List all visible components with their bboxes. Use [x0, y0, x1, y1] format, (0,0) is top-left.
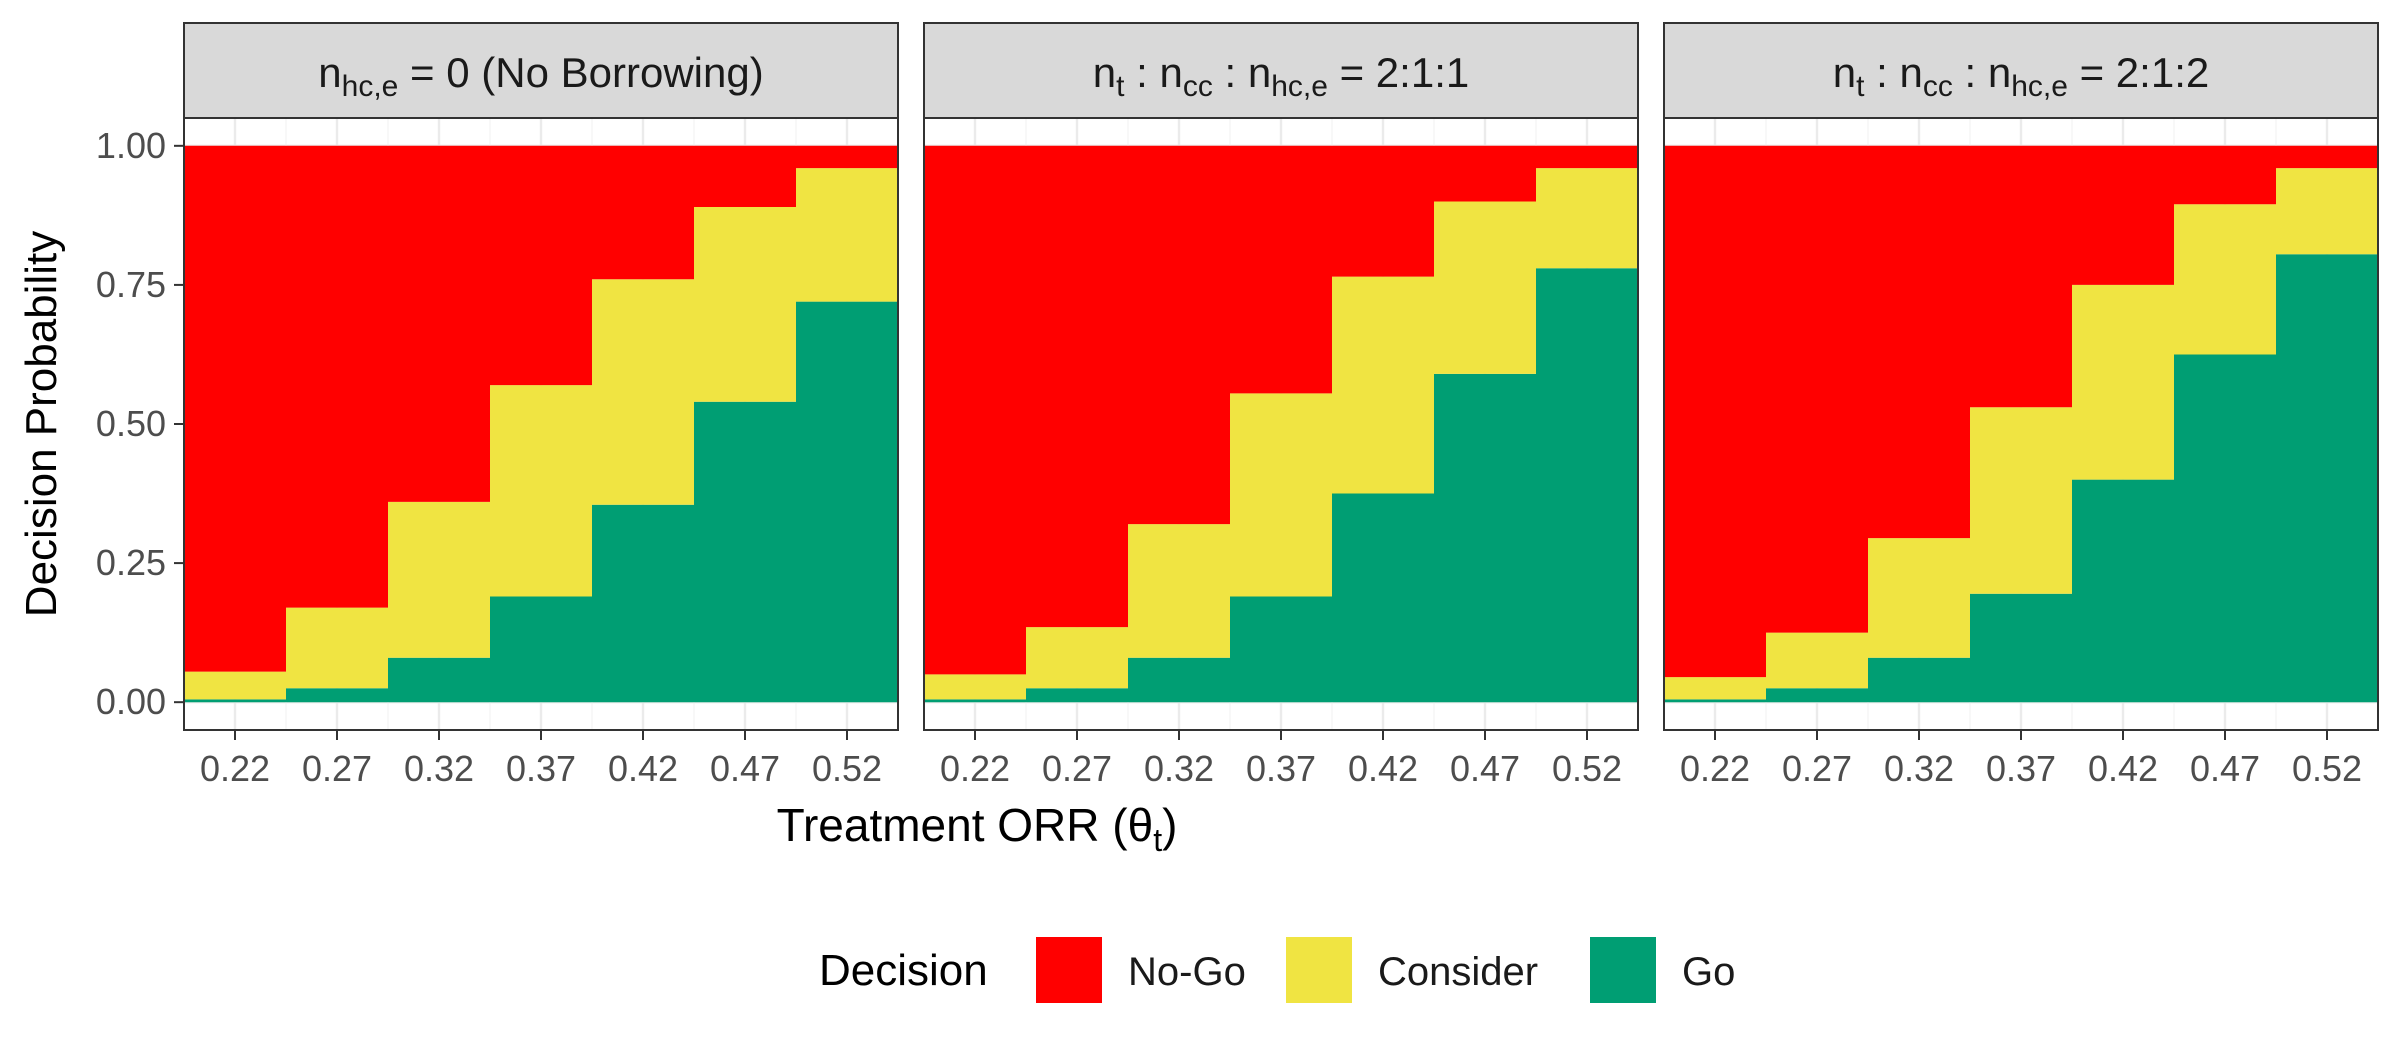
strip-label-subscript: hc,e [1271, 70, 1328, 103]
strip-label-text: n [318, 49, 341, 96]
legend: Decision No-Go Consider Go [819, 937, 1735, 1003]
strip-label-text: : n [1124, 49, 1182, 96]
legend-label: Consider [1378, 950, 1538, 994]
x-tick-label: 0.27 [1782, 748, 1852, 789]
x-tick-label: 0.22 [940, 748, 1010, 789]
strip-label-subscript: t [1116, 70, 1125, 103]
facet-panel-2: nt : ncc : nhc,e = 2:1:10.22 0.27 0.32 0.37… [923, 22, 1639, 789]
y-tick-label: 0.00 [96, 681, 166, 722]
x-tick-label: 0.32 [1144, 748, 1214, 789]
legend-key-no-go [1036, 937, 1102, 1003]
y-tick-label: 0.50 [96, 403, 166, 444]
facet-panel-1: nhc,e = 0 (No Borrowing) 0.22 0.27 0.32 0.37… [96, 22, 899, 789]
x-tick-label: 0.37 [1986, 748, 2056, 789]
legend-label: Go [1682, 950, 1735, 994]
x-tick-label: 0.42 [608, 748, 678, 789]
area-series-consider [924, 168, 1638, 700]
area-series-no-go [184, 145, 898, 672]
x-tick-label: 0.27 [302, 748, 372, 789]
x-axis-title-symbol: θ [1128, 799, 1154, 851]
x-tick-label: 0.37 [506, 748, 576, 789]
facet-strip-label: nt : ncc : nhc,e = 2:1:2 [1833, 49, 2209, 103]
strip-label-subscript: t [1856, 70, 1865, 103]
area-series-go [184, 301, 898, 703]
strip-label-text: : n [1864, 49, 1922, 96]
y-axis-title: Decision Probability [17, 231, 66, 617]
strip-label-text: n [1833, 49, 1856, 96]
x-tick-label: 0.27 [1042, 748, 1112, 789]
facet-strip-label: nhc,e = 0 (No Borrowing) [318, 49, 763, 103]
x-tick-label: 0.52 [1552, 748, 1622, 789]
y-tick-label: 0.75 [96, 264, 166, 305]
x-tick-label: 0.42 [1348, 748, 1418, 789]
x-tick-label: 0.22 [1680, 748, 1750, 789]
strip-label-subscript: cc [1183, 70, 1213, 103]
x-tick-label: 0.47 [710, 748, 780, 789]
facet-strip-background [923, 22, 1639, 119]
x-tick-label: 0.47 [2190, 748, 2260, 789]
facet-strip-background [183, 22, 899, 119]
facet-panel-3: nt : ncc : nhc,e = 2:1:20.22 0.27 0.32 0.37… [1663, 22, 2379, 789]
strip-label-text: : n [1213, 49, 1271, 96]
area-series-consider [1664, 168, 2378, 700]
strip-label-text: n [1093, 49, 1116, 96]
legend-title: Decision [819, 946, 988, 995]
strip-label-text: = 2:1:2 [2068, 49, 2209, 96]
x-axis-title-subscript: t [1153, 822, 1162, 858]
strip-label-text: = 0 (No Borrowing) [398, 49, 763, 96]
x-tick-label: 0.22 [200, 748, 270, 789]
strip-label-subscript: cc [1923, 70, 1953, 103]
legend-label: No-Go [1128, 950, 1246, 994]
area-series-no-go [924, 145, 1638, 675]
x-tick-label: 0.32 [1884, 748, 1954, 789]
facet-strip-label: nt : ncc : nhc,e = 2:1:1 [1093, 49, 1469, 103]
y-tick-label: 1.00 [96, 125, 166, 166]
x-axis-title-text: ) [1162, 799, 1177, 851]
area-series-no-go [1664, 145, 2378, 678]
area-series-go [1664, 254, 2378, 703]
x-tick-label: 0.32 [404, 748, 474, 789]
x-tick-label: 0.52 [812, 748, 882, 789]
x-tick-label: 0.52 [2292, 748, 2362, 789]
y-tick-label: 0.25 [96, 542, 166, 583]
strip-label-subscript: hc,e [2011, 70, 2068, 103]
legend-key-consider [1286, 937, 1352, 1003]
area-series-consider [184, 168, 898, 700]
x-tick-label: 0.42 [2088, 748, 2158, 789]
x-tick-label: 0.37 [1246, 748, 1316, 789]
area-series-go [924, 268, 1638, 703]
x-tick-label: 0.47 [1450, 748, 1520, 789]
facet-strip-background [1663, 22, 2379, 119]
x-axis-title-text: Treatment ORR ( [777, 799, 1129, 851]
strip-label-text: = 2:1:1 [1328, 49, 1469, 96]
legend-key-go [1590, 937, 1656, 1003]
x-axis-title: Treatment ORR (θt) [777, 799, 1178, 858]
strip-label-text: : n [1953, 49, 2011, 96]
strip-label-subscript: hc,e [342, 70, 399, 103]
